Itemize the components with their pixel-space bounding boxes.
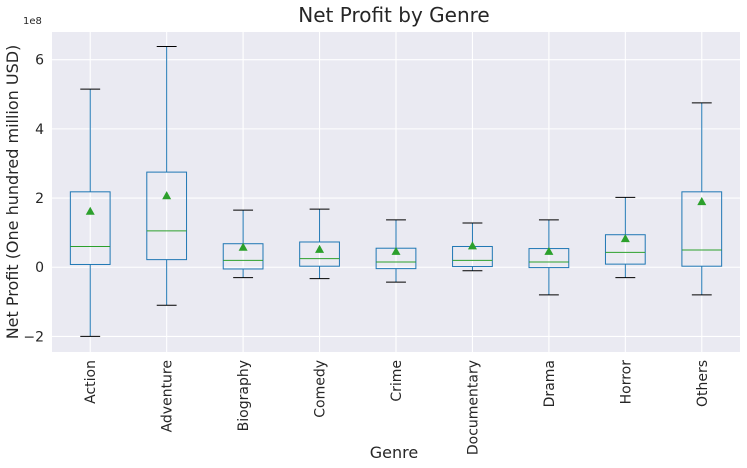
box-adventure (146, 46, 188, 306)
x-tick-label: Horror (618, 360, 634, 405)
x-tick-label: Comedy (313, 360, 329, 418)
mean-marker (315, 244, 325, 253)
mean-marker (697, 197, 707, 206)
mean-marker (162, 191, 172, 200)
iqr-box (146, 171, 188, 261)
box-drama (528, 219, 570, 296)
x-tick-label: Others (695, 360, 711, 407)
mean-marker (391, 246, 401, 255)
x-tick-label: Adventure (160, 360, 176, 432)
x-tick-label: Documentary (465, 360, 481, 455)
x-axis-label: Genre (370, 443, 418, 462)
y-tick-label: 4 (35, 122, 44, 138)
y-axis-ticks: −2 0 2 4 6 (23, 53, 44, 346)
mean-marker (238, 242, 248, 251)
x-tick-label: Crime (389, 360, 405, 402)
box-crime (375, 219, 417, 283)
box-others (681, 102, 723, 296)
mean-marker (620, 234, 630, 243)
y-tick-label: −2 (23, 329, 44, 345)
mean-marker (467, 241, 477, 250)
y-tick-label: 0 (35, 260, 44, 276)
y-offset-label: 1e8 (23, 16, 42, 27)
mean-marker (85, 206, 95, 215)
box-biography (222, 209, 264, 279)
chart-title: Net Profit by Genre (298, 3, 489, 27)
mean-marker (544, 246, 554, 255)
y-tick-label: 6 (35, 53, 44, 69)
y-axis-label: Net Profit (One hundred million USD) (3, 45, 22, 340)
iqr-box (681, 191, 723, 267)
iqr-box (69, 191, 111, 265)
x-tick-label: Biography (236, 360, 252, 431)
box-comedy (299, 208, 340, 280)
y-tick-label: 2 (35, 191, 44, 207)
x-tick-label: Drama (542, 360, 558, 407)
boxes-group (69, 46, 723, 337)
x-axis-ticks: Action Adventure Biography Comedy Crime Docum… (83, 360, 711, 455)
iqr-box (299, 241, 340, 267)
box-horror (604, 196, 646, 279)
x-tick-label: Action (83, 360, 99, 404)
box-documentary (452, 222, 493, 272)
box-action (69, 88, 111, 337)
